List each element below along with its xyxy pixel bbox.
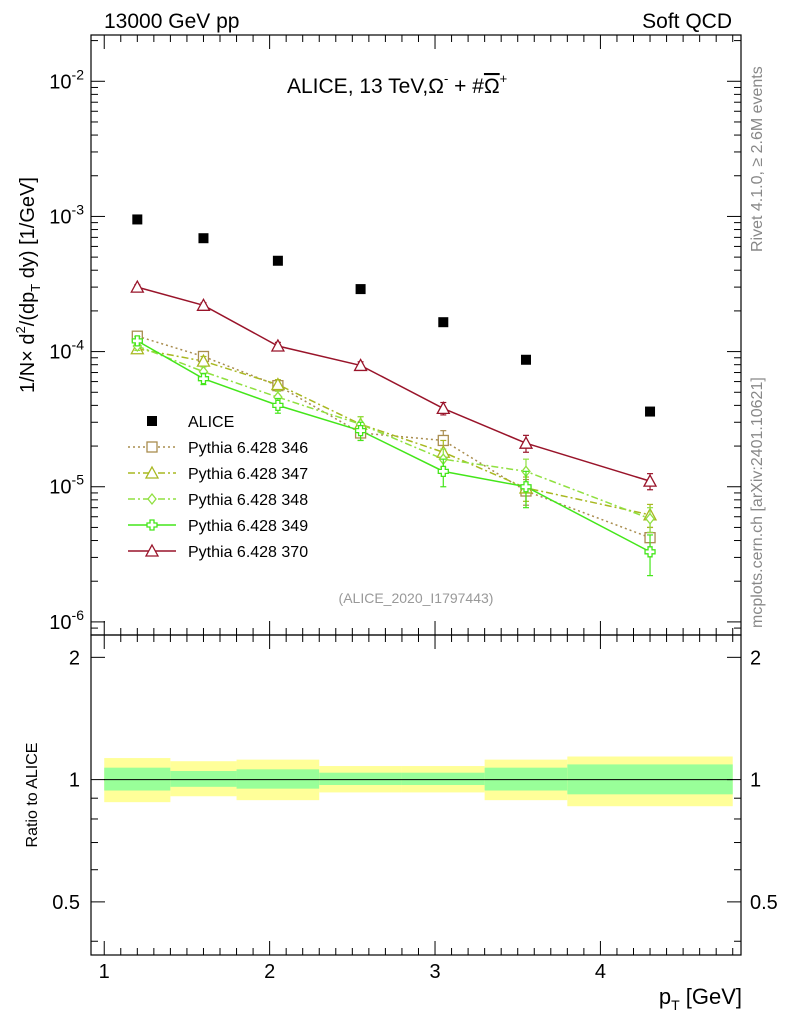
data-point-alice: [438, 317, 449, 328]
legend-marker-p348: [147, 492, 157, 506]
ratio-axis-label: Ratio to ALICE: [24, 743, 41, 848]
y-tick-label: 10-3: [49, 201, 84, 228]
legend-marker-alice: [147, 416, 157, 426]
data-point-alice: [355, 284, 366, 295]
ratio-inner-band: [401, 772, 485, 785]
data-point-p347: [270, 377, 285, 391]
data-point-p349: [437, 465, 449, 477]
data-point-p349: [644, 546, 656, 558]
ratio-plot-frame: [90, 634, 742, 956]
header-left-label: 13000 GeV pp: [104, 10, 239, 33]
ratio-tick-label-right: 0.5: [750, 892, 778, 914]
data-point-p370: [196, 297, 211, 311]
data-point-alice: [198, 233, 209, 244]
data-point-alice: [520, 354, 531, 365]
x-axis-label: pT [GeV]: [659, 984, 742, 1013]
y-tick-label: 10-4: [49, 337, 84, 364]
x-tick-label: 1: [99, 961, 110, 983]
data-point-alice: [272, 255, 283, 266]
data-point-p370: [353, 358, 368, 372]
ratio-inner-band: [319, 772, 402, 785]
ratio-tick-label-left: 0.5: [52, 892, 80, 914]
legend-label-p347: Pythia 6.428 347: [188, 466, 308, 483]
ratio-uncertainty-bands: [104, 756, 733, 807]
x-tick-label: 3: [429, 961, 440, 983]
data-point-p349: [354, 425, 367, 437]
ratio-inner-band: [170, 771, 237, 787]
data-point-p349: [272, 399, 284, 412]
data-point-p370: [642, 473, 658, 487]
axis-tick-labels: 1 2 3 4 10-6 10-5 10-4 10-3 10-2 0.5 0.5 1 1 2 2: [49, 66, 778, 983]
x-tick-label: 4: [595, 961, 606, 983]
data-point-p370: [130, 279, 145, 293]
y-tick-label: 10-5: [49, 472, 84, 499]
data-point-p349: [197, 373, 210, 385]
x-tick-label: 2: [264, 961, 275, 983]
data-point-p349: [131, 335, 143, 347]
ratio-inner-band: [484, 767, 568, 791]
analysis-id-label: (ALICE_2020_I1797443): [339, 590, 494, 606]
data-point-p370: [518, 435, 534, 449]
data-point-p370: [436, 401, 451, 415]
ratio-tick-label-right: 1: [750, 770, 761, 792]
legend-marker-p370: [144, 543, 160, 557]
ratio-inner-band: [104, 767, 171, 791]
axis-ticks: [91, 35, 741, 955]
rivet-version-label: Rivet 4.1.0, ≥ 2.6M events: [749, 66, 766, 252]
ratio-inner-band: [236, 769, 320, 789]
series-markers: [130, 214, 658, 577]
y-axis-label: 1/N× d2/(dpT dy) [1/GeV]: [13, 177, 43, 393]
legend: ALICE Pythia 6.428 346 Pythia 6.428 347 Pyt…: [128, 414, 308, 561]
legend-label-p370: Pythia 6.428 370: [188, 544, 308, 561]
ratio-tick-label-left: 1: [69, 770, 80, 792]
legend-label-p349: Pythia 6.428 349: [188, 518, 308, 535]
plot-title: ALICE, 13 TeV,Ω- + #Ω+: [287, 71, 507, 98]
data-point-p349: [520, 481, 532, 493]
legend-label-alice: ALICE: [188, 414, 234, 431]
legend-label-p346: Pythia 6.428 346: [188, 440, 308, 457]
legend-label-p348: Pythia 6.428 348: [188, 492, 308, 509]
legend-marker-p349: [146, 519, 158, 531]
ratio-tick-label-left: 2: [69, 647, 80, 669]
y-tick-label: 10-6: [49, 607, 84, 634]
mcplots-label: mcplots.cern.ch [arXiv:2401.10621]: [749, 377, 766, 628]
data-point-alice: [132, 214, 143, 225]
header-right-label: Soft QCD: [642, 10, 732, 33]
data-point-p370: [270, 338, 285, 352]
data-point-alice: [645, 406, 656, 417]
y-tick-label: 10-2: [49, 66, 84, 93]
legend-marker-p347: [144, 465, 160, 479]
legend-marker-p346: [146, 441, 158, 453]
data-point-p348: [645, 512, 655, 525]
ratio-tick-label-right: 2: [750, 647, 761, 669]
